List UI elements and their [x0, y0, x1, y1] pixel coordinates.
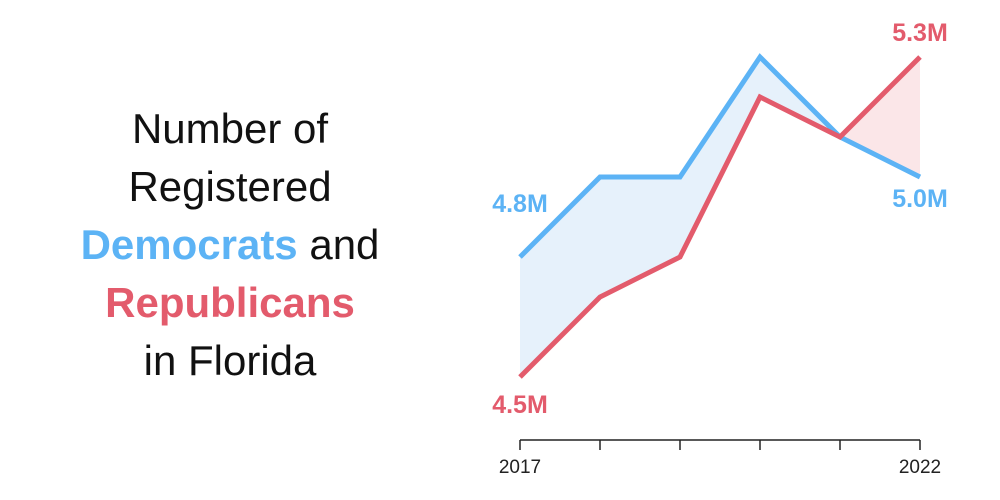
fill-between-layer — [520, 57, 920, 377]
fill-segment-0 — [520, 177, 600, 377]
fill-segment-2 — [680, 57, 760, 257]
title-and: and — [309, 221, 380, 268]
title-line-5: in Florida — [143, 337, 317, 384]
republicans-line — [518, 55, 922, 379]
chart-title: Number of Registered Democrats and Repub… — [30, 100, 430, 390]
series-lines-layer — [518, 53, 922, 379]
title-republicans: Republicans — [105, 279, 355, 326]
democrats-start-label: 4.8M — [492, 190, 548, 218]
democrats-end-label: 5.0M — [892, 185, 948, 213]
title-line-4: Republicans — [30, 274, 430, 332]
title-line-3: Democrats and — [30, 216, 430, 274]
x-axis: 2017 2022 — [499, 439, 941, 478]
x-tick-label-last: 2022 — [899, 457, 941, 478]
republicans-start-label: 4.5M — [492, 391, 548, 419]
republicans-end-label: 5.3M — [892, 19, 948, 47]
title-line-2: Registered — [128, 163, 332, 210]
title-democrats: Democrats — [80, 221, 298, 268]
title-line-1: Number of — [131, 105, 329, 152]
value-labels-layer: 4.8M 4.5M 5.0M 5.3M — [492, 19, 948, 419]
x-tick-label-first: 2017 — [499, 457, 541, 478]
democrats-line — [518, 53, 922, 259]
